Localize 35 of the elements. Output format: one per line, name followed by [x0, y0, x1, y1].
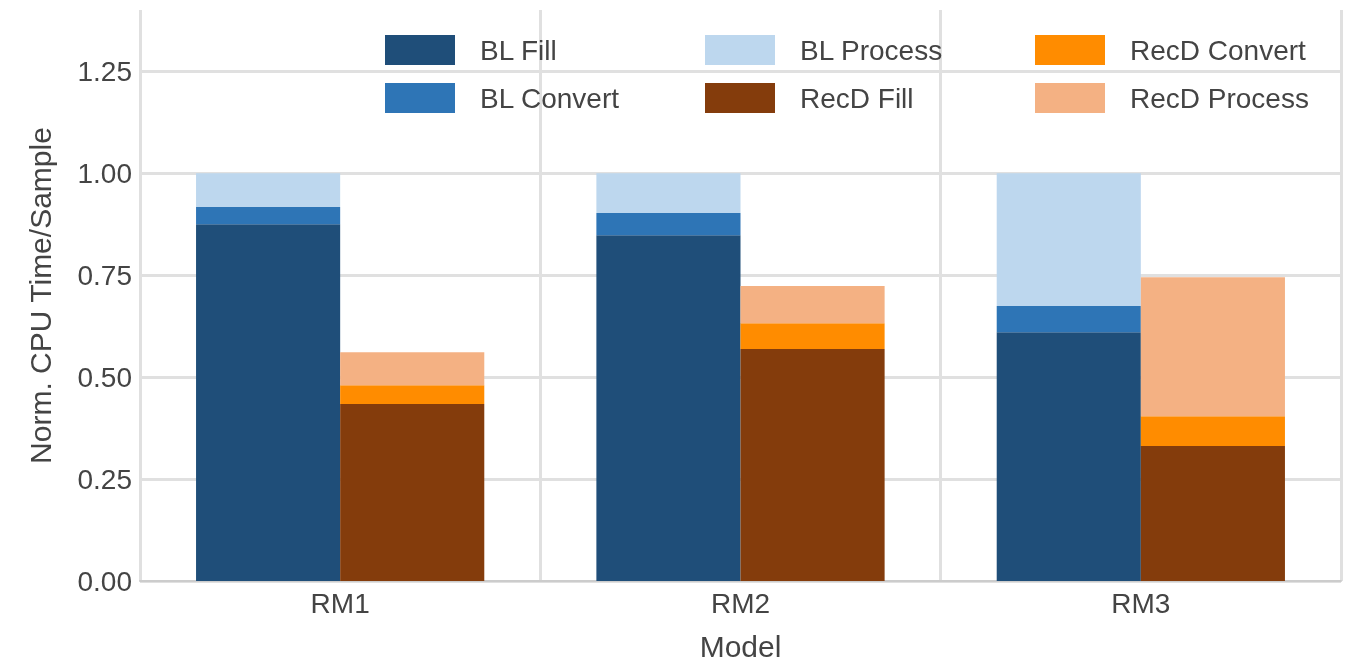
- bar: [996, 173, 1141, 307]
- legend-label: RecD Convert: [1130, 34, 1307, 66]
- legend-label: RecD Process: [1130, 82, 1309, 114]
- legend-label: RecD Fill: [800, 82, 914, 114]
- y-tick-label: 0.25: [77, 463, 132, 495]
- y-tick-label: 0.75: [77, 259, 132, 291]
- bar: [1140, 416, 1285, 446]
- bar: [996, 332, 1141, 581]
- bar: [1140, 277, 1285, 417]
- legend-label: BL Process: [800, 34, 943, 66]
- y-axis-title: Norm. CPU Time/Sample: [23, 127, 57, 464]
- y-tick-label: 0.50: [77, 361, 132, 393]
- legend-label: BL Convert: [480, 82, 620, 114]
- bar: [340, 352, 485, 386]
- legend-label: BL Fill: [480, 34, 557, 66]
- x-tick-label: RM3: [1111, 587, 1171, 619]
- bar: [340, 403, 485, 581]
- bar: [196, 173, 341, 207]
- bar: [740, 348, 885, 581]
- y-tick-label: 1.25: [77, 55, 132, 87]
- x-tick-label: RM2: [710, 587, 771, 619]
- bar: [596, 213, 741, 236]
- bar: [1140, 446, 1285, 581]
- bar: [340, 385, 485, 404]
- bar: [596, 173, 741, 214]
- bar: [740, 323, 885, 349]
- x-tick-label: RM1: [310, 587, 370, 619]
- x-axis-title: Model: [699, 629, 782, 663]
- bar: [196, 224, 341, 581]
- bar: [740, 286, 885, 324]
- bar: [596, 235, 741, 581]
- bar: [196, 207, 341, 225]
- bar: [996, 306, 1141, 333]
- y-tick-label: 0.00: [77, 565, 132, 597]
- y-tick-label: 1.00: [77, 157, 132, 189]
